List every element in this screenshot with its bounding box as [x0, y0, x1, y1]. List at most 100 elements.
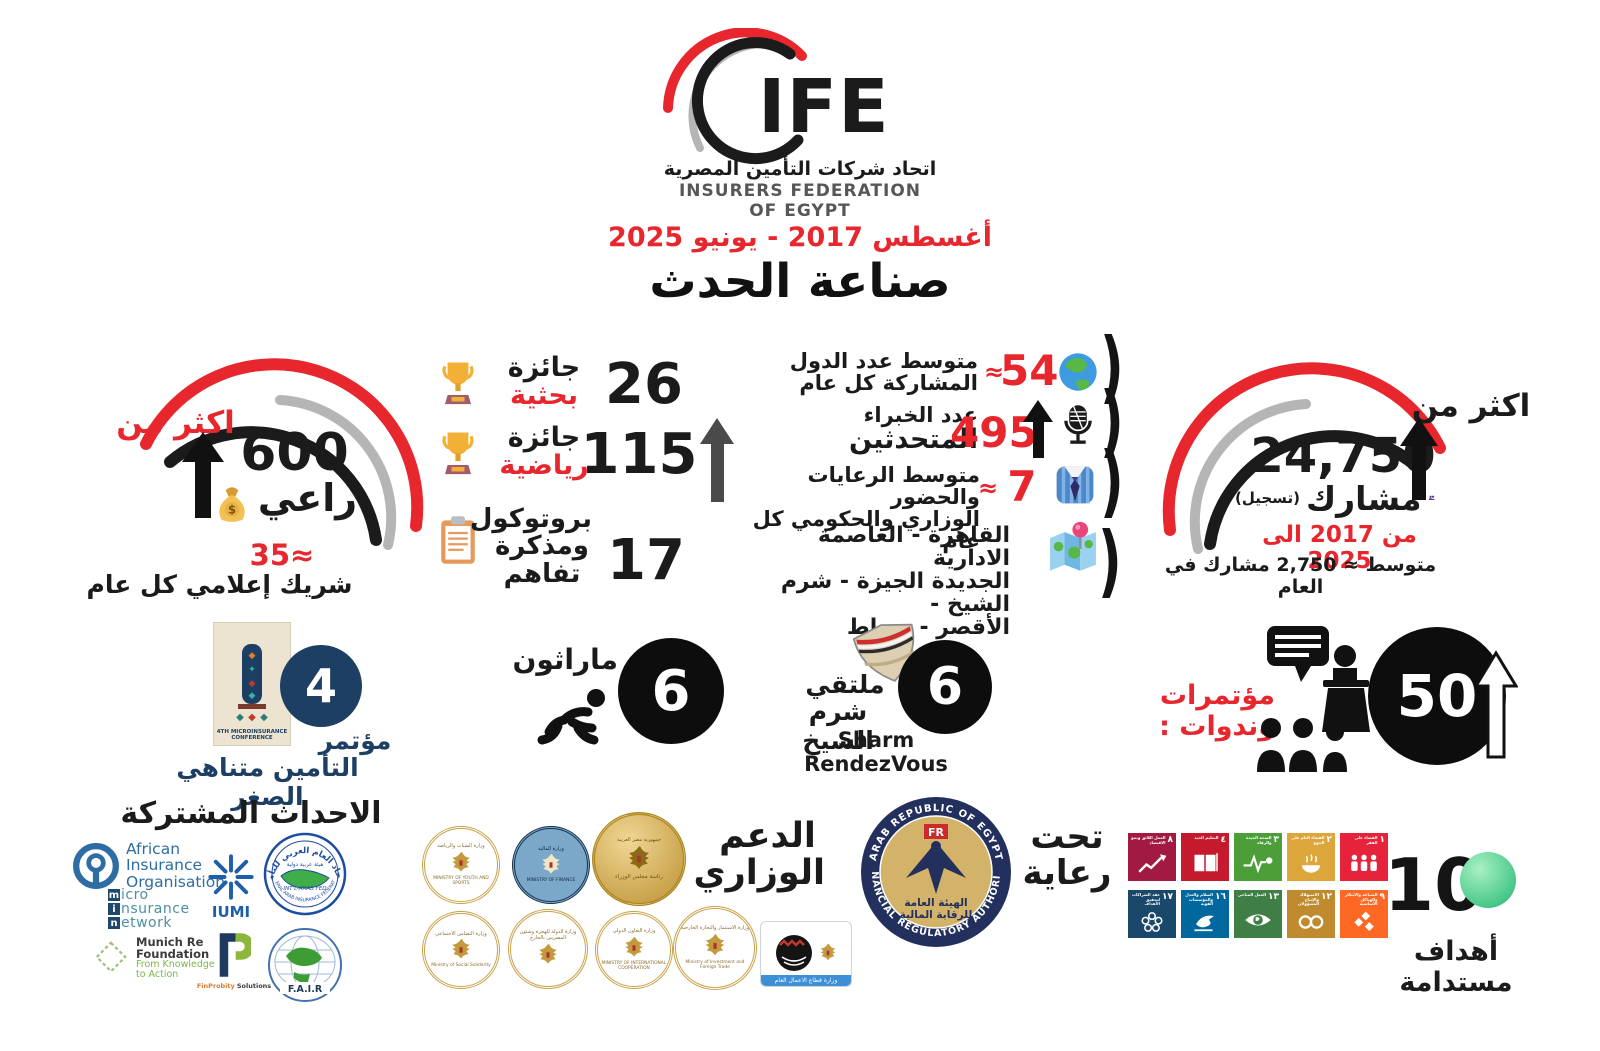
- ministerial-title-2: الوزاري: [693, 852, 825, 893]
- aio-logo-icon: [73, 843, 119, 889]
- people-icon: [1351, 854, 1377, 871]
- egypt-eagle-icon: [539, 943, 557, 964]
- ife-logo: IFE: [640, 27, 960, 168]
- microinsurance-logo-line-1: 4TH MICROINSURANCE: [216, 728, 288, 735]
- book-icon: [1194, 852, 1218, 871]
- sdg-tile-12: ١٢ الاستهلاك والإنتاج المسؤولان: [1287, 890, 1335, 938]
- patronage-label-1: تحت: [1030, 817, 1104, 857]
- sdg-tile-4: ٤ التعليم الجيد: [1181, 833, 1229, 881]
- microphone-icon: [1064, 405, 1092, 444]
- egypt-eagle-icon: [629, 846, 649, 869]
- award3-value: 17: [607, 528, 685, 593]
- partnership-circles-icon: [1141, 912, 1163, 932]
- sharm-label-english: Sharm RendezVous: [804, 728, 948, 776]
- stat-patronage-label-2: الوزاري والحكومي كل عام: [752, 507, 980, 554]
- finprobity-logo-icon: [219, 933, 251, 977]
- munich-re-tagline-2: to Action: [136, 969, 179, 981]
- climate-eye-icon: [1245, 913, 1271, 926]
- marathon-count-circle: 6: [618, 638, 724, 744]
- participants-unit: مشارك: [1305, 478, 1422, 518]
- sdg-tile-17: ١٧ عقد الشراكات لتحقيق الأهداف: [1128, 890, 1176, 938]
- sharm-label-1: ملتقي: [805, 670, 885, 699]
- participants-period: من 2017 الى 2025: [1262, 522, 1417, 574]
- industry-blocks-icon: [1354, 911, 1374, 931]
- stat-patronage-label-1: متوسط الرعايات والحضور: [807, 463, 980, 510]
- ministry-logo-youth-sports: وزارة الشباب والرياضة MINISTRY OF YOUTH …: [422, 826, 500, 904]
- growth-chart-icon: [1138, 853, 1167, 873]
- ministry-logo-public-business-sector: وزارة قطاع الاعمال العام: [760, 921, 852, 987]
- dove-icon: [1194, 915, 1214, 932]
- patronage-label-2: رعاية: [1022, 852, 1112, 893]
- microinsurance-logo-line-2: CONFERENCE: [231, 735, 273, 742]
- svg-text:◆: ◆: [249, 679, 256, 689]
- ife-acronym: IFE: [758, 64, 890, 150]
- period-range: أغسطس 2017 - يونيو 2025: [608, 222, 992, 253]
- stat-bracket: ): [1098, 517, 1122, 607]
- aio-name-3: Organisation: [126, 872, 226, 891]
- sharm-label-2: شرم الشيخ: [802, 697, 874, 755]
- microinsurance-label-2: التأمين متناهي الصغر: [176, 753, 359, 811]
- up-arrow-sponsors: [182, 432, 224, 518]
- svg-text:$: $: [228, 503, 236, 517]
- iumi-name: IUMI: [211, 903, 251, 921]
- gaif-logo: الاتحاد العام العربي للتأمين هيئة عربية …: [263, 832, 347, 916]
- svg-text:◆: ◆: [249, 651, 256, 661]
- ministry-logo-international-cooperation: وزارة التعاون الدولي MINISTRY OF INTERNA…: [595, 911, 673, 989]
- egypt-eagle-icon: [542, 854, 560, 875]
- fra-arabic-2: للرقابة المالية: [900, 909, 973, 921]
- trophy-icon: [442, 362, 474, 405]
- micro-insurance-network-logo: m icro i nsurance n etwork: [108, 887, 190, 931]
- stat-experts-label-1: عدد الخبراء: [863, 403, 978, 427]
- ministry-logo-cabinet-presidency: جمهورية مصر العربية رئاسة مجلس الوزراء: [592, 812, 686, 906]
- participants-people-icon: [1428, 495, 1435, 501]
- min-text-1: icro: [121, 887, 149, 903]
- iumi-logo-icon: [208, 854, 254, 900]
- infinity-icon: [1298, 915, 1324, 929]
- sharm-shield-logo: [852, 623, 915, 682]
- org-name-arabic: اتحاد شركات التأمين المصرية: [663, 158, 937, 180]
- microinsurance-conference-logo: ◆ ✦ ◆ ◆ ◆ ◆ ◆ 4TH MICROINSURANCE CONFERENCE: [213, 622, 291, 746]
- ministry-logo-investment-foreign-trade: وزارة الاستثمار والتجارة الخارجية Minist…: [673, 906, 757, 990]
- main-title: صناعة الحدث: [649, 254, 951, 309]
- up-arrow-awards: [700, 418, 734, 502]
- globe-icon: [1059, 353, 1097, 391]
- locations-line-1: القاهرة - العاصمة الادارية: [817, 523, 1010, 572]
- sponsors-value: 600: [240, 423, 349, 483]
- map-pin-icon: [1050, 521, 1096, 571]
- stat-experts-value: 495: [950, 408, 1038, 457]
- egypt-eagle-icon: [820, 943, 835, 961]
- svg-text:◆: ◆: [260, 712, 268, 723]
- munich-re-tagline-1: From Knowledge: [136, 959, 215, 971]
- participants-average: متوسط ≈ 2,750 مشارك في العام: [1164, 554, 1437, 598]
- sdg-tile-3: ٣ الصحة الجيدة والرفاه: [1234, 833, 1282, 881]
- approx-symbol: ≈: [978, 474, 999, 502]
- marathon-label: ماراثون: [512, 643, 618, 676]
- fra-mark: FR: [928, 826, 945, 839]
- conferences-label: مؤتمرات وندوات :: [1159, 680, 1275, 742]
- stat-bracket: ): [1100, 323, 1124, 413]
- approx-symbol: ≈: [984, 358, 1005, 386]
- min-square-n: n: [108, 917, 120, 929]
- participants-unit-note: (تسجيل): [1235, 489, 1300, 507]
- sdg-count: 10: [1384, 843, 1485, 927]
- public-business-name: وزارة قطاع الاعمال العام: [761, 975, 851, 986]
- award1-value: 26: [605, 352, 683, 417]
- presentation-icon: [1257, 626, 1370, 772]
- sponsors-unit: راعي: [257, 476, 358, 520]
- green-ball-icon: [1460, 852, 1516, 908]
- finprobity-word-2: Solutions: [236, 982, 272, 990]
- bowl-icon: [1302, 854, 1320, 873]
- award3-label-1: بروتوكول: [469, 504, 592, 534]
- locations-line-2: الجديدة الجيزة - شرم الشيخ -: [780, 569, 1010, 618]
- munich-re-name-2: Foundation: [136, 947, 210, 962]
- sponsors-more-than: اكثر من: [116, 405, 235, 441]
- min-square-i: i: [108, 903, 120, 915]
- award3-label-3: تفاهم: [503, 558, 581, 589]
- award2-label-1: جائزة: [507, 422, 581, 453]
- conferences-count-circle: 50: [1368, 627, 1506, 765]
- media-partners-label: شريك إعلامي كل عام: [86, 570, 353, 599]
- suit-icon: [1056, 466, 1094, 504]
- up-arrow-conferences: [1474, 650, 1518, 759]
- ministry-logo-emigration: وزارة الدولة للهجرة وشئون المصريين بالخا…: [508, 909, 588, 989]
- up-arrow-participants: [1400, 418, 1438, 500]
